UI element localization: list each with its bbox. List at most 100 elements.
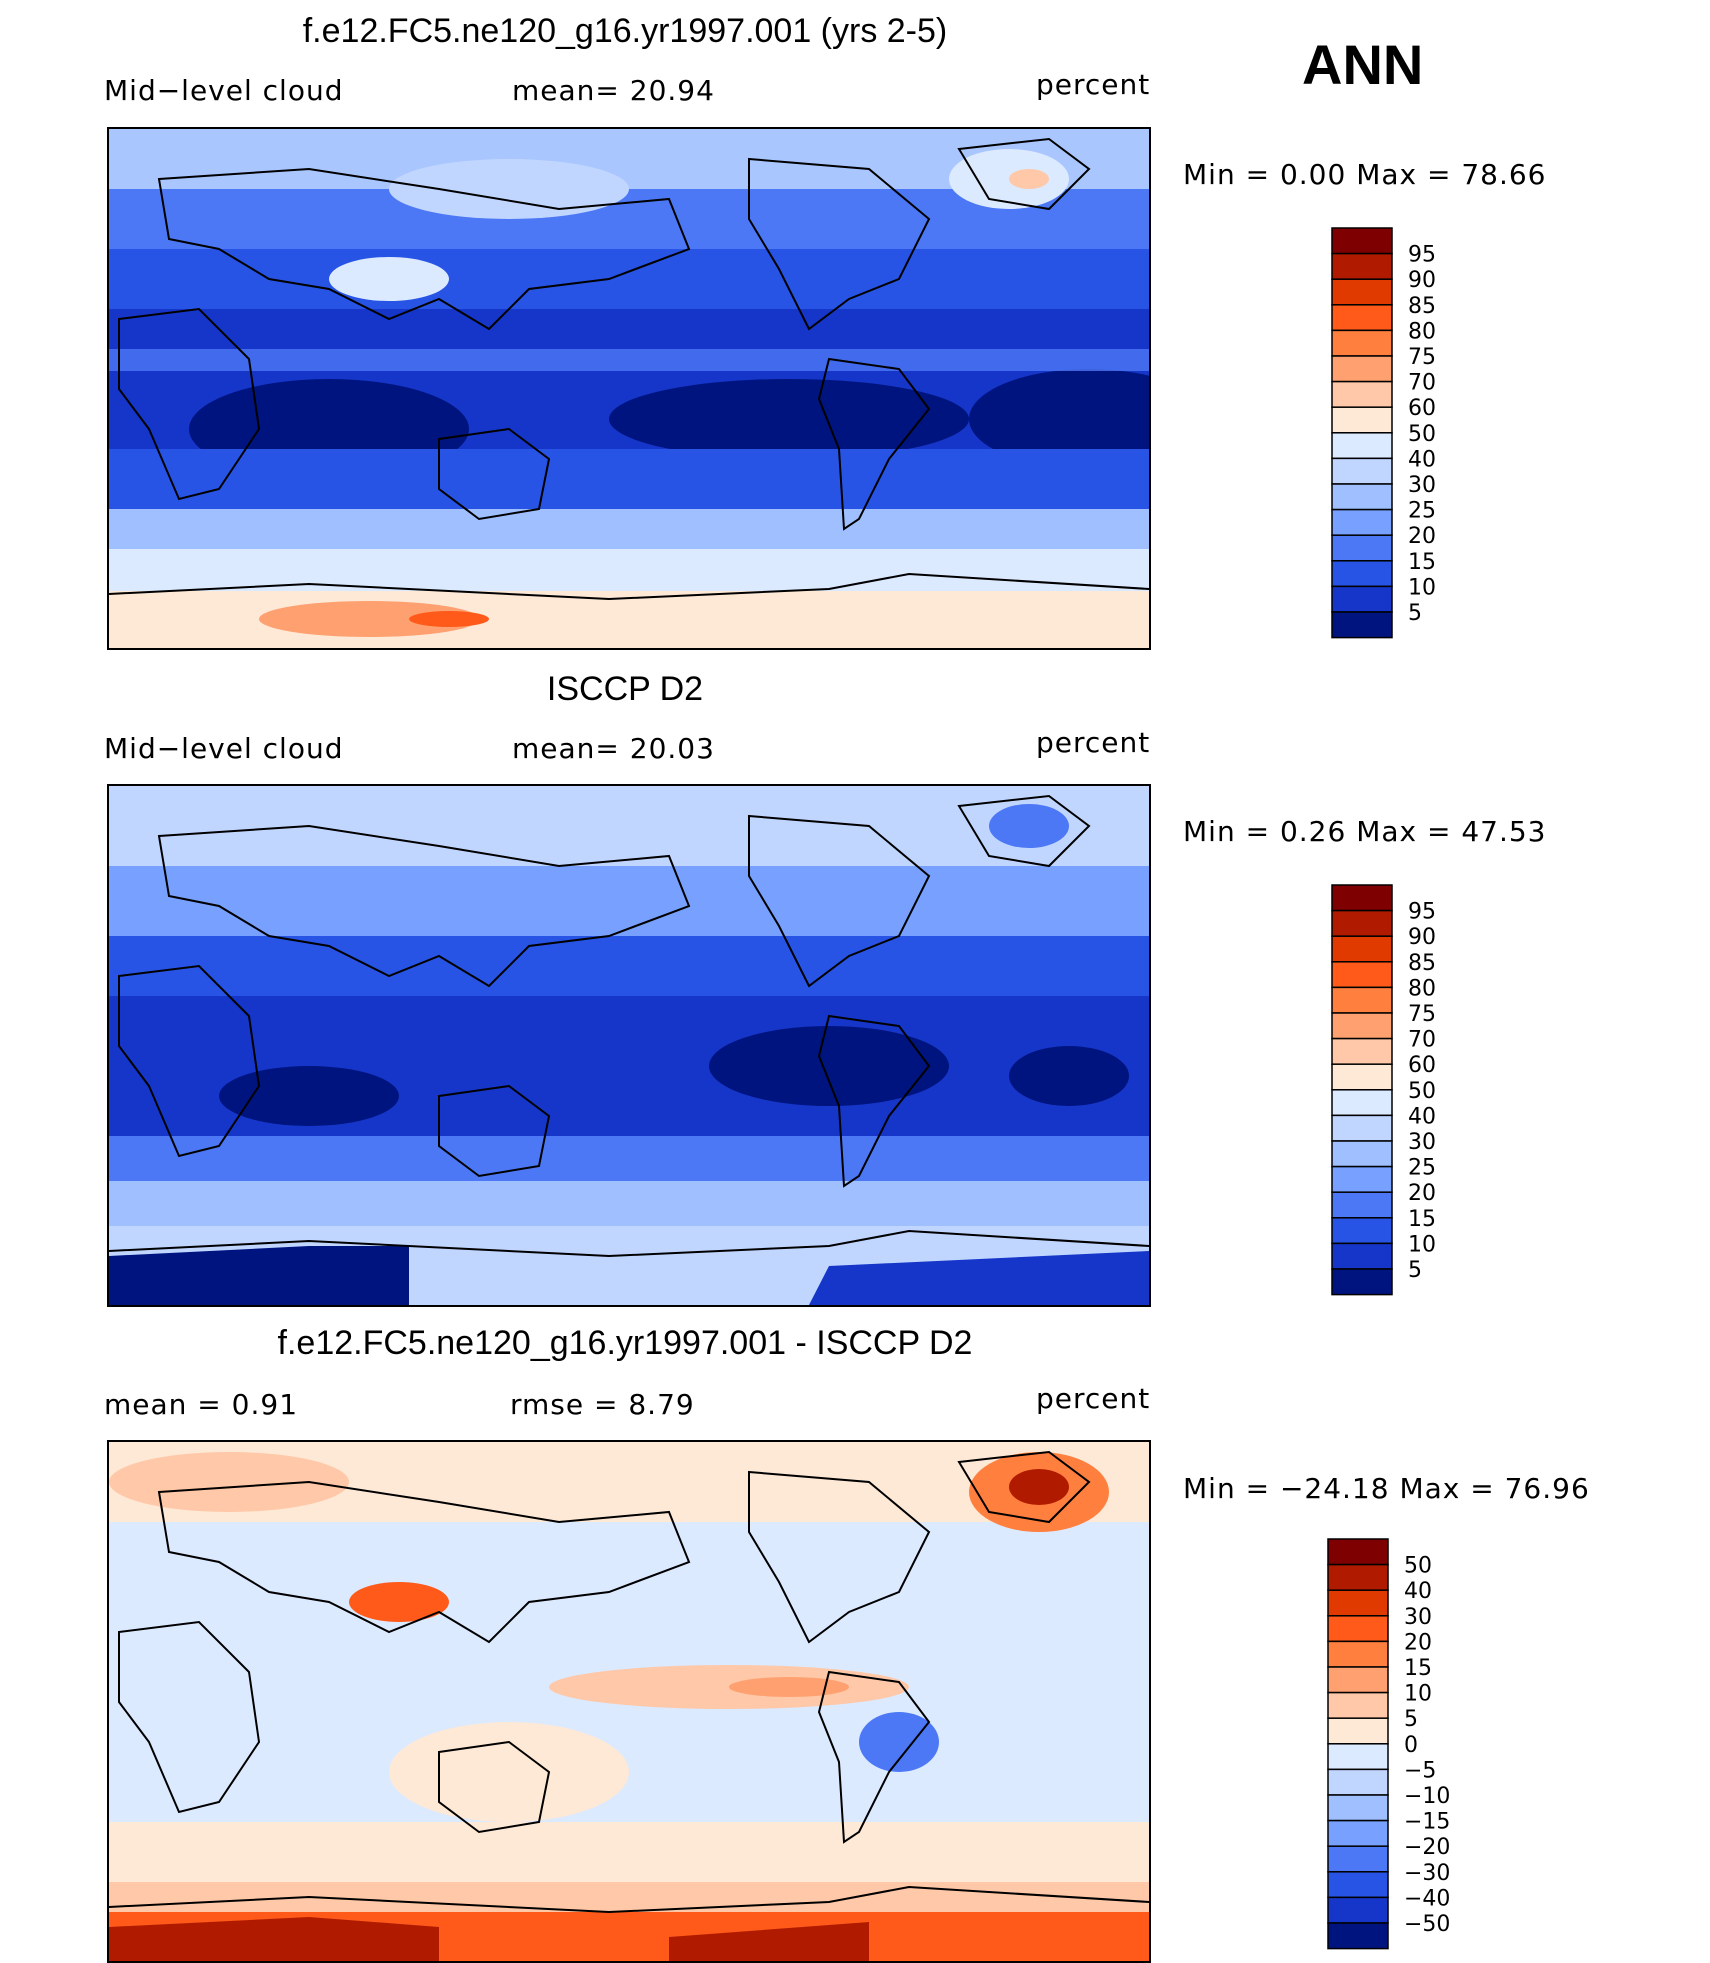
colorbar-1-segment	[1331, 457, 1393, 485]
colorbar-1-tick-label: 60	[1408, 396, 1436, 421]
colorbar-2-tick-label: 30	[1408, 1130, 1436, 1155]
panel-1-title: f.e12.FC5.ne120_g16.yr1997.001 (yrs 2-5)	[302, 12, 948, 50]
panel-1-variable-label: Mid−level cloud	[104, 74, 344, 107]
colorbar-1-tick-label: 40	[1408, 447, 1436, 472]
colorbar-3-segment	[1327, 1922, 1389, 1950]
colorbar-2-tick-label: 40	[1408, 1104, 1436, 1129]
colorbar-3-tick-label: −50	[1404, 1912, 1450, 1937]
colorbar-3-tick-label: −15	[1404, 1810, 1450, 1835]
colorbar-2-segment	[1331, 1037, 1393, 1065]
panel-2-units: percent	[1036, 726, 1151, 759]
colorbar-2-segment	[1331, 1063, 1393, 1091]
colorbar-3-segment	[1327, 1717, 1389, 1745]
panel-2-map	[107, 784, 1151, 1307]
colorbar-3-tick-label: 40	[1404, 1579, 1432, 1604]
colorbar-3-segment	[1327, 1615, 1389, 1643]
colorbar-1-segment	[1331, 355, 1393, 383]
colorbar-1-segment	[1331, 560, 1393, 588]
colorbar-1-tick-label: 50	[1408, 422, 1436, 447]
colorbar-1-tick-label: 10	[1408, 575, 1436, 600]
colorbar-2-segment	[1331, 1012, 1393, 1040]
colorbar-2-segment	[1331, 1191, 1393, 1219]
colorbar-1-segment	[1331, 406, 1393, 434]
colorbar-2-tick-label: 50	[1408, 1079, 1436, 1104]
panel-1-units: percent	[1036, 68, 1151, 101]
colorbar-2-tick-label: 90	[1408, 925, 1436, 950]
panel-3-units: percent	[1036, 1382, 1151, 1415]
colorbar-1-tick-label: 95	[1408, 243, 1436, 268]
colorbar-3-segment	[1327, 1666, 1389, 1694]
colorbar-3-segment	[1327, 1768, 1389, 1796]
colorbar-2-segment	[1331, 1140, 1393, 1168]
colorbar-3-segment	[1327, 1794, 1389, 1822]
colorbar-1-segment	[1331, 483, 1393, 511]
panel-2-mean: mean= 20.03	[512, 732, 715, 765]
colorbar-1-tick-label: 90	[1408, 268, 1436, 293]
colorbar-2-tick-label: 85	[1408, 951, 1436, 976]
colorbar-3-segment	[1327, 1640, 1389, 1668]
colorbar-1-segment	[1331, 252, 1393, 280]
panel-3-map-svg	[109, 1442, 1149, 1961]
colorbar-1-segment	[1331, 278, 1393, 306]
colorbar-2-segment	[1331, 1165, 1393, 1193]
panel-1-map	[107, 127, 1151, 650]
panel-2-title: ISCCP D2	[546, 670, 704, 708]
panel-1-minmax: Min = 0.00 Max = 78.66	[1183, 158, 1547, 191]
colorbar-3-segment	[1327, 1691, 1389, 1719]
panel-3-rmse: rmse = 8.79	[510, 1388, 695, 1421]
colorbar-2-tick-label: 25	[1408, 1156, 1436, 1181]
colorbar-2-tick-label: 20	[1408, 1181, 1436, 1206]
panel-3-map	[107, 1440, 1151, 1963]
colorbar-3-tick-label: 5	[1404, 1707, 1418, 1732]
colorbar-3-tick-label: −5	[1404, 1758, 1436, 1783]
panel-3-mean: mean = 0.91	[104, 1388, 299, 1421]
colorbar-1-segment	[1331, 227, 1393, 255]
colorbar-2-tick-label: 60	[1408, 1053, 1436, 1078]
colorbar-3-segment	[1327, 1896, 1389, 1924]
colorbar-1-segment	[1331, 585, 1393, 613]
colorbar-3-tick-label: 10	[1404, 1682, 1432, 1707]
panel-2-map-svg	[109, 786, 1149, 1305]
colorbar-2-tick-label: 10	[1408, 1232, 1436, 1257]
colorbar-3-segment	[1327, 1563, 1389, 1591]
colorbar-2-tick-label: 95	[1408, 900, 1436, 925]
colorbar-1-tick-label: 85	[1408, 294, 1436, 319]
colorbar-1-segment	[1331, 508, 1393, 536]
colorbar-1-segment	[1331, 432, 1393, 460]
colorbar-3-segment	[1327, 1819, 1389, 1847]
colorbar-1-segment	[1331, 611, 1393, 639]
colorbar-2-segment	[1331, 909, 1393, 937]
colorbar-3-tick-label: −40	[1404, 1886, 1450, 1911]
colorbar-2-segment	[1331, 1268, 1393, 1296]
colorbar-2-segment	[1331, 884, 1393, 912]
colorbar-2-segment	[1331, 961, 1393, 989]
colorbar-1-tick-label: 5	[1408, 601, 1422, 626]
colorbar-3-segment	[1327, 1871, 1389, 1899]
colorbar-1-tick-label: 30	[1408, 473, 1436, 498]
colorbar-2-tick-label: 15	[1408, 1207, 1436, 1232]
colorbar-3-tick-label: −30	[1404, 1861, 1450, 1886]
colorbar-2-segment	[1331, 1114, 1393, 1142]
panel-3-minmax: Min = −24.18 Max = 76.96	[1183, 1472, 1590, 1505]
colorbar-3-segment	[1327, 1845, 1389, 1873]
colorbar-2-tick-label: 5	[1408, 1258, 1422, 1283]
colorbar-3-segment	[1327, 1743, 1389, 1771]
colorbar-3-tick-label: 20	[1404, 1630, 1432, 1655]
colorbar-3-tick-label: −20	[1404, 1835, 1450, 1860]
colorbar-2-segment	[1331, 935, 1393, 963]
colorbar-1-segment	[1331, 534, 1393, 562]
colorbar-2-segment	[1331, 986, 1393, 1014]
colorbar-3-tick-label: 50	[1404, 1554, 1432, 1579]
panel-2-minmax: Min = 0.26 Max = 47.53	[1183, 815, 1547, 848]
panel-2-variable-label: Mid−level cloud	[104, 732, 344, 765]
colorbar-2-tick-label: 75	[1408, 1002, 1436, 1027]
colorbar-3-tick-label: 30	[1404, 1605, 1432, 1630]
colorbar-1-segment	[1331, 329, 1393, 357]
colorbar-1-tick-label: 25	[1408, 499, 1436, 524]
colorbar-3-tick-label: 15	[1404, 1656, 1432, 1681]
panel-1-map-svg	[109, 129, 1149, 648]
colorbar-1-tick-label: 15	[1408, 550, 1436, 575]
colorbar-3-tick-label: 0	[1404, 1733, 1418, 1758]
